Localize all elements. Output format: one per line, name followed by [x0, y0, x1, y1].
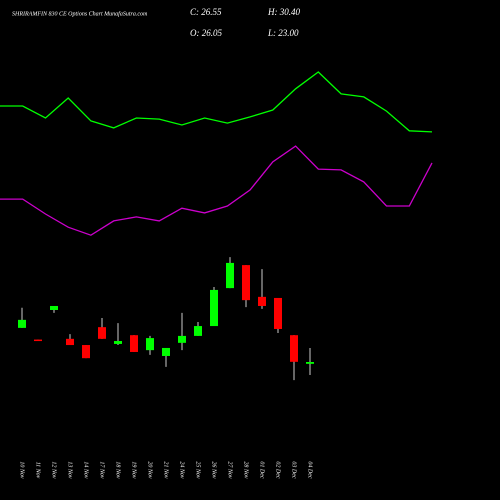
x-tick-label: 21 Nov: [163, 461, 169, 479]
x-tick-label: 13 Nov: [67, 461, 73, 479]
candle-body: [130, 335, 138, 352]
x-tick-label: 19 Nov: [131, 461, 137, 479]
x-tick-label: 01 Dec: [259, 461, 265, 478]
x-tick-label: 28 Nov: [243, 461, 249, 479]
x-tick-label: 02 Dec: [275, 461, 281, 478]
x-tick-label: 10 Nov: [19, 461, 25, 479]
low-text: L: 23.00: [267, 28, 299, 38]
candle-body: [290, 335, 298, 362]
candle-body: [162, 347, 170, 356]
candle-body: [306, 362, 314, 364]
x-tick-label: 14 Nov: [83, 461, 90, 479]
candle-body: [194, 326, 202, 336]
x-tick-label: 03 Dec: [291, 461, 297, 478]
candle-body: [66, 338, 74, 346]
candle-body: [18, 319, 26, 328]
x-tick-label: 24 Nov: [179, 461, 186, 479]
candle-body: [274, 297, 282, 329]
candle-body: [178, 335, 186, 343]
x-tick-label: 12 Nov: [51, 461, 57, 479]
x-tick-label: 04 Dec: [307, 461, 314, 478]
high-text: H: 30.40: [267, 7, 300, 17]
candle-body: [258, 296, 266, 306]
candle-body: [98, 327, 106, 339]
candle-body: [146, 338, 154, 351]
x-tick-label: 17 Nov: [99, 461, 105, 479]
candle-body: [34, 339, 42, 342]
indicator-line: [0, 71, 433, 133]
candle-body: [210, 289, 218, 327]
candle-body: [82, 345, 90, 359]
x-tick-label: 27 Nov: [227, 461, 233, 479]
candle-body: [50, 305, 58, 310]
candle-body: [226, 262, 234, 289]
candle-body: [242, 265, 250, 301]
x-tick-label: 20 Nov: [147, 461, 153, 479]
candle-body: [114, 341, 122, 344]
x-tick-label: 25 Nov: [195, 461, 201, 479]
open-text: O: 26.05: [190, 28, 222, 38]
x-tick-label: 26 Nov: [211, 461, 217, 479]
chart-title: SHRIRAMFIN 830 CE Options Chart MunafaSu…: [12, 10, 148, 17]
x-tick-label: 18 Nov: [115, 461, 121, 479]
close-text: C: 26.55: [190, 7, 222, 17]
x-tick-label: 11 Nov: [35, 462, 41, 479]
indicator-line: [0, 145, 433, 236]
